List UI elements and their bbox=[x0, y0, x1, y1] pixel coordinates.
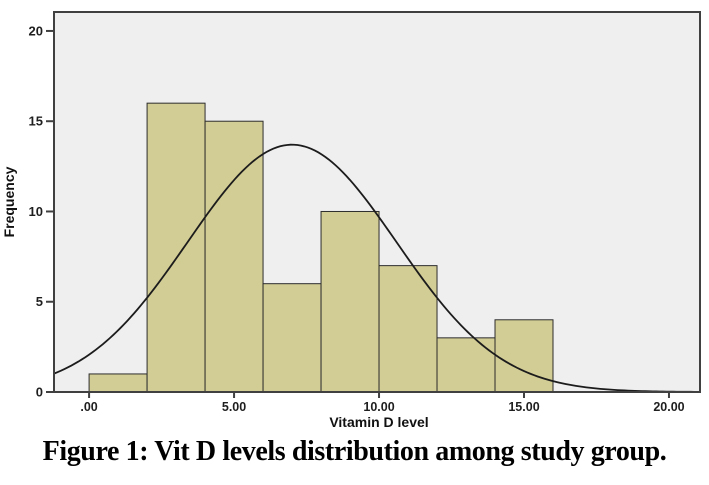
figure-caption: Figure 1: Vit D levels distribution amon… bbox=[42, 436, 667, 467]
x-tick-label: 15.00 bbox=[508, 400, 539, 414]
x-tick-label: 20.00 bbox=[653, 400, 684, 414]
x-tick-label: .00 bbox=[80, 400, 97, 414]
y-axis-title: Frequency bbox=[1, 166, 17, 237]
y-tick-label: 5 bbox=[36, 294, 43, 309]
histogram-bar bbox=[378, 265, 438, 393]
histogram-bar bbox=[262, 283, 322, 393]
x-tick-label: 10.00 bbox=[363, 400, 394, 414]
histogram-bar bbox=[204, 120, 264, 393]
y-tick-label: 15 bbox=[29, 114, 43, 129]
x-axis-title: Vitamin D level bbox=[329, 414, 428, 430]
histogram-bar bbox=[146, 102, 206, 393]
normal-curve bbox=[53, 143, 698, 393]
histogram-bar bbox=[88, 373, 148, 393]
y-tick-label: 10 bbox=[29, 204, 43, 219]
histogram-bar bbox=[320, 210, 380, 393]
y-tick-label: 20 bbox=[29, 23, 43, 38]
y-tick-label: 0 bbox=[36, 385, 43, 400]
x-tick-label: 5.00 bbox=[222, 400, 246, 414]
histogram-bar bbox=[494, 319, 554, 393]
plot-frame bbox=[53, 11, 701, 393]
histogram-bar bbox=[436, 337, 496, 393]
